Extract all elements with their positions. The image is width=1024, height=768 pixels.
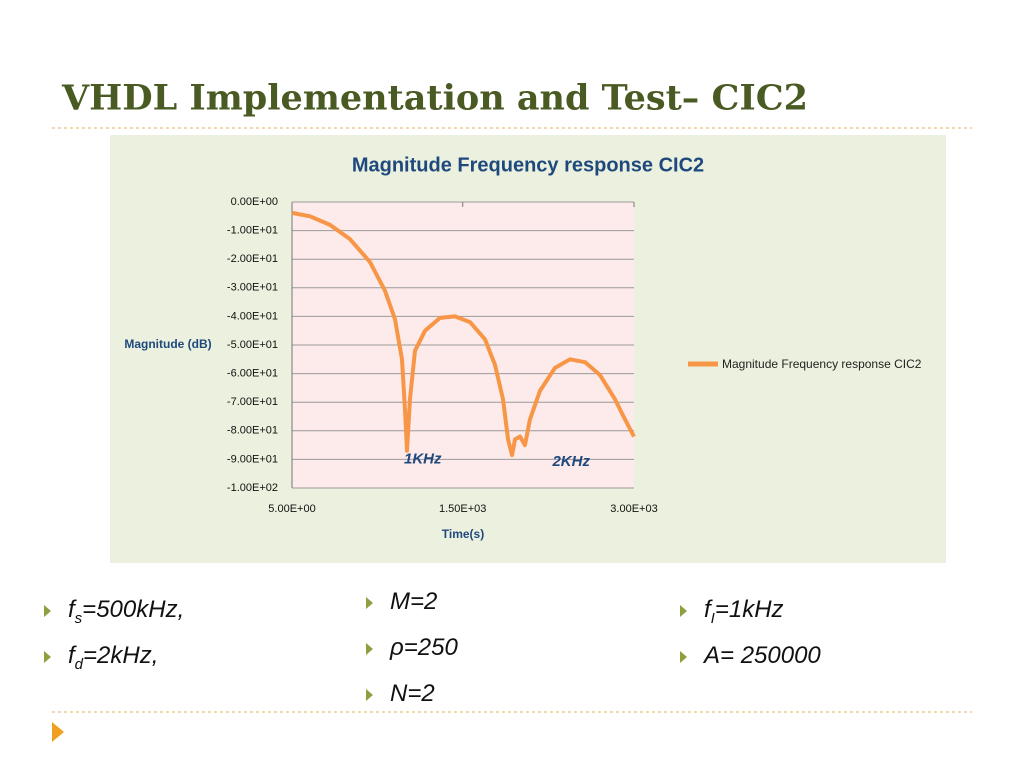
x-tick-label: 5.00E+00 [268,503,315,515]
annotation: 2KHz [551,453,590,470]
y-tick-label: -5.00E+01 [227,339,278,351]
bullet: fI=1kHz [676,596,821,642]
bullet-text: =500kHz, [82,596,185,623]
y-tick-label: -1.00E+01 [227,225,278,237]
x-tick-label: 1.50E+03 [439,503,486,515]
y-tick-label: -9.00E+01 [227,453,278,465]
bullet-column: fI=1kHz A= 250000 [676,596,821,688]
y-axis-label: Magnitude (dB) [124,337,211,351]
bullet: M=2 [362,588,458,634]
bullet: N=2 [362,680,458,726]
y-tick-label: -3.00E+01 [227,282,278,294]
x-tick-label: 3.00E+03 [610,503,657,515]
bullet-text: A= 250000 [704,642,821,669]
y-tick-label: -7.00E+01 [227,396,278,408]
bullet-text: ρ=250 [390,634,458,661]
bullet-text: =2kHz, [83,642,159,669]
bullet: fs=500kHz, [40,596,184,642]
bullet-text: d [74,655,84,673]
y-tick-label: 0.00E+00 [231,196,278,208]
y-tick-label: -1.00E+02 [227,482,278,494]
bullet-text: f [68,642,75,669]
bullet-text: f [704,596,711,623]
bullet-text: f [68,596,75,623]
annotation: 1KHz [404,450,442,467]
y-tick-label: -2.00E+01 [227,253,278,265]
nav-arrow [52,722,64,742]
y-tick-label: -6.00E+01 [227,368,278,380]
chart-title: Magnitude Frequency response CIC2 [352,154,704,176]
series-line [291,210,636,458]
bullet-text: I [710,609,715,627]
x-axis-label: Time(s) [442,527,484,541]
bullet-text: s [74,609,83,627]
legend-label: Magnitude Frequency response CIC2 [722,357,922,371]
bullet: fd=2kHz, [40,642,184,688]
bullet-column: fs=500kHz, fd=2kHz, [40,596,184,688]
slide-title: VHDL Implementation and Test– CIC2 [61,78,808,119]
y-tick-label: -4.00E+01 [227,310,278,322]
bullet-column: M=2 ρ=250 N=2 [362,588,458,726]
bullet: A= 250000 [676,642,821,688]
bullet-text: =1kHz [714,596,784,623]
bullet: ρ=250 [362,634,458,680]
y-tick-label: -8.00E+01 [227,425,278,437]
bullet-text: N=2 [390,680,435,707]
bullet-text: M=2 [390,588,438,615]
